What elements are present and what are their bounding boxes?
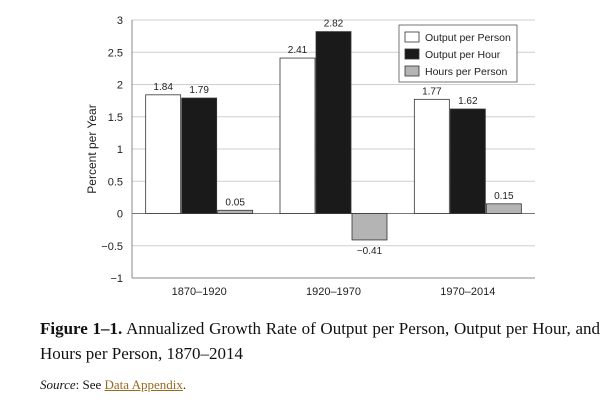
bar <box>351 213 388 241</box>
bar <box>485 203 522 214</box>
y-tick-label: 1 <box>117 144 123 156</box>
bar <box>181 97 218 214</box>
bar-value-label: 1.84 <box>153 82 173 93</box>
bar-value-label: 1.62 <box>458 96 478 107</box>
y-tick-label: −0.5 <box>101 241 123 253</box>
legend-label: Output per Person <box>425 32 511 44</box>
bar-value-label: −0.41 <box>357 246 383 257</box>
y-tick-label: 2 <box>117 80 123 92</box>
source-note: Source: See Data Appendix. <box>40 377 186 393</box>
bar <box>315 31 352 214</box>
bar-value-label: 2.41 <box>288 45 308 56</box>
bar <box>145 94 182 214</box>
source-suffix: . <box>182 377 187 392</box>
bar <box>413 98 450 214</box>
legend-label: Output per Hour <box>425 49 501 61</box>
bar-value-label: 2.82 <box>324 19 344 30</box>
y-tick-label: 1.5 <box>108 112 123 124</box>
y-tick-label: 3 <box>117 15 123 27</box>
bar <box>449 108 486 214</box>
legend-label: Hours per Person <box>425 66 507 78</box>
legend-swatch <box>404 65 420 77</box>
bar-value-label: 0.15 <box>494 191 514 202</box>
legend-swatch <box>404 31 420 43</box>
x-tick-label: 1970–2014 <box>440 286 495 298</box>
x-tick-label: 1920–1970 <box>306 286 361 298</box>
bar <box>279 57 316 214</box>
source-label: Source <box>40 377 76 392</box>
figure-label: Figure 1–1. <box>40 319 123 338</box>
y-axis-label: Percent per Year <box>85 104 99 193</box>
source-prefix: : See <box>75 377 105 392</box>
figure-caption-text: Annualized Growth Rate of Output per Per… <box>40 319 601 363</box>
y-tick-label: 0 <box>117 209 123 221</box>
x-tick-label: 1870–1920 <box>172 286 227 298</box>
bar-value-label: 1.79 <box>189 85 209 96</box>
bar-value-label: 0.05 <box>225 197 245 208</box>
data-appendix-link[interactable]: Data Appendix <box>104 377 183 392</box>
y-tick-label: −1 <box>110 273 123 285</box>
y-tick-label: 2.5 <box>108 47 123 59</box>
bar <box>217 209 254 214</box>
figure-caption: Figure 1–1. Annualized Growth Rate of Ou… <box>40 316 600 366</box>
bar-value-label: 1.77 <box>422 86 442 97</box>
bar-chart: −1 −0.5 0 0.5 1 1.5 2 2.5 3 Percent per Year 1.84 1… <box>85 15 535 298</box>
y-tick-label: 0.5 <box>108 176 123 188</box>
legend-swatch <box>404 48 420 60</box>
